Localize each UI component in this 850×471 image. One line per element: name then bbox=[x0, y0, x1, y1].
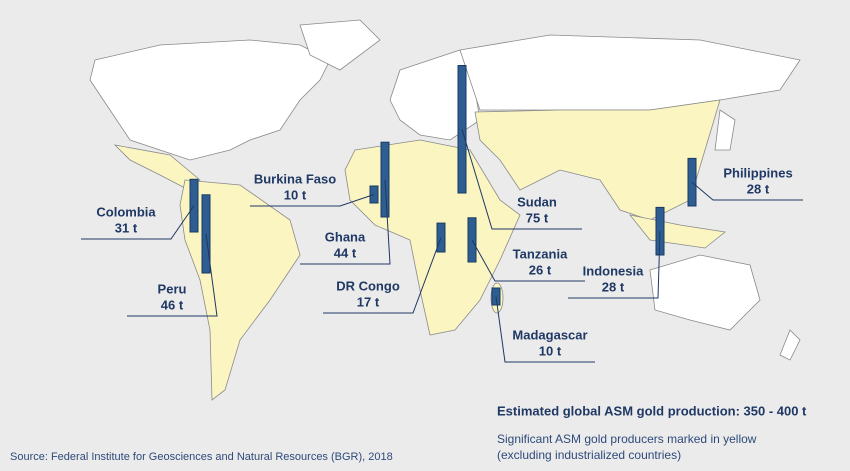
leader-line bbox=[691, 181, 803, 201]
source: Source: Federal Institute for Geoscience… bbox=[10, 451, 393, 463]
country-label: Colombia bbox=[96, 204, 156, 219]
leader-line bbox=[495, 296, 595, 363]
country-label: Ghana bbox=[325, 229, 366, 244]
country-label: Philippines bbox=[723, 165, 792, 180]
note: Significant ASM gold producers marked in… bbox=[497, 432, 757, 446]
value-label: 75 t bbox=[526, 210, 549, 225]
leader-line bbox=[250, 194, 375, 207]
leader-line bbox=[323, 237, 442, 314]
leader-line bbox=[461, 129, 582, 230]
leader-line bbox=[471, 239, 585, 282]
value-label: 26 t bbox=[529, 262, 552, 277]
value-label: 10 t bbox=[284, 187, 307, 202]
leader-line bbox=[127, 233, 218, 317]
leader-line bbox=[568, 231, 661, 299]
leader-line bbox=[81, 205, 195, 240]
value-label: 28 t bbox=[602, 279, 625, 294]
country-label: Burkina Faso bbox=[254, 171, 336, 186]
country-label: Peru bbox=[158, 281, 187, 296]
note: (excluding industrialized countries) bbox=[497, 448, 681, 462]
value-label: 46 t bbox=[161, 297, 184, 312]
title: Estimated global ASM gold production: 35… bbox=[497, 403, 807, 418]
country-label: Madagascar bbox=[512, 327, 587, 342]
country-label: Sudan bbox=[517, 194, 557, 209]
value-label: 17 t bbox=[357, 294, 380, 309]
country-label: Tanzania bbox=[513, 246, 568, 261]
value-label: 28 t bbox=[747, 181, 770, 196]
value-label: 44 t bbox=[334, 245, 357, 260]
country-label: DR Congo bbox=[336, 278, 400, 293]
leader-line bbox=[300, 179, 391, 265]
value-label: 10 t bbox=[539, 343, 562, 358]
value-label: 31 t bbox=[115, 220, 138, 235]
country-label: Indonesia bbox=[583, 263, 644, 278]
